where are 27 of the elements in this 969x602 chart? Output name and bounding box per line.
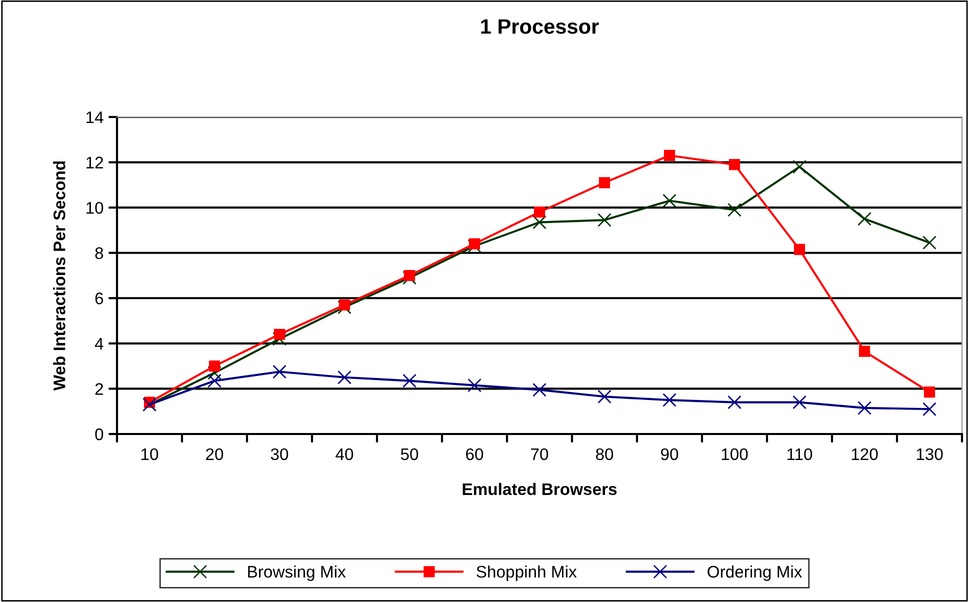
legend-label: Browsing Mix bbox=[248, 565, 346, 581]
x-tick-label: 120 bbox=[852, 448, 878, 460]
x-tick-label: 130 bbox=[916, 448, 943, 460]
x-tick-label: 50 bbox=[400, 448, 418, 460]
y-tick-label: 6 bbox=[95, 292, 104, 304]
x-tick-label: 10 bbox=[142, 448, 158, 460]
x-tick-label: 100 bbox=[722, 448, 748, 460]
x-axis-title: Emulated Browsers bbox=[462, 482, 617, 496]
x-tick-label: 40 bbox=[336, 448, 354, 460]
y-tick-label: 12 bbox=[86, 156, 103, 168]
x-tick-label: 110 bbox=[787, 448, 812, 460]
x-tick-label: 60 bbox=[466, 448, 484, 460]
y-tick-label: 10 bbox=[86, 202, 104, 214]
y-tick-label: 2 bbox=[95, 383, 103, 395]
x-tick-label: 30 bbox=[270, 448, 288, 460]
y-tick-label: 8 bbox=[95, 247, 104, 260]
y-axis-title: Web Interactions Per Second bbox=[53, 161, 66, 391]
y-tick-label: 0 bbox=[95, 428, 104, 440]
y-tick-label: 14 bbox=[86, 112, 104, 124]
y-tick-label: 4 bbox=[94, 338, 104, 350]
legend-label: Ordering Mix bbox=[708, 565, 802, 581]
chart-title: 1 Processor bbox=[481, 19, 599, 34]
x-tick-label: 20 bbox=[206, 448, 224, 460]
legend-label: Shoppinh Mix bbox=[476, 565, 577, 581]
x-tick-label: 70 bbox=[531, 448, 548, 460]
x-tick-label: 80 bbox=[596, 448, 614, 460]
x-tick-label: 90 bbox=[661, 448, 678, 460]
